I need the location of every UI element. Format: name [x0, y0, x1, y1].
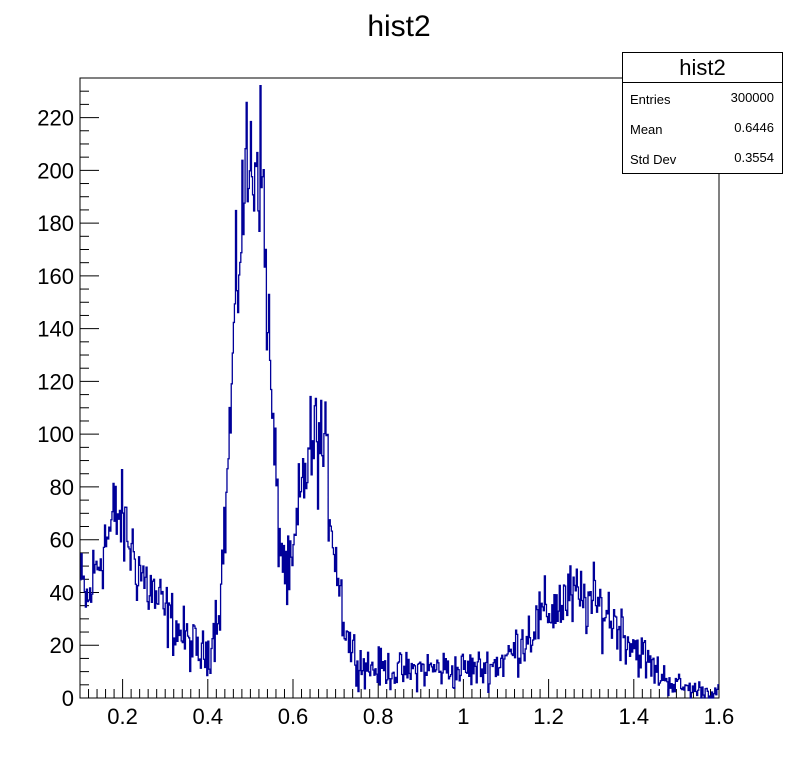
y-tick-label: 0: [62, 686, 74, 711]
stats-row-stddev: Std Dev 0.3554: [623, 143, 782, 173]
stats-value: 300000: [730, 90, 774, 105]
x-tick-label: 0.8: [363, 704, 394, 729]
y-tick-label: 180: [37, 211, 74, 236]
axis-ticks: [79, 77, 720, 699]
y-tick-label: 20: [50, 633, 74, 658]
stats-key: Std Dev: [630, 152, 677, 167]
axis-labels: 0.2 0.4 0.6 0.8 1 1.2 1.4 1.6 0 20 40 60 80 100 120 140…: [37, 106, 734, 729]
x-tick-label: 1.6: [704, 704, 735, 729]
stats-row-mean: Mean 0.6446: [623, 113, 782, 143]
y-tick-label: 200: [37, 158, 74, 183]
stats-row-entries: Entries 300000: [623, 83, 782, 113]
x-tick-label: 0.2: [107, 704, 138, 729]
stats-box: hist2 Entries 300000 Mean 0.6446 Std Dev…: [622, 52, 783, 174]
x-tick-label: 1: [457, 704, 469, 729]
histogram-series: [80, 84, 719, 699]
y-tick-label: 160: [37, 264, 74, 289]
x-tick-label: 0.4: [193, 704, 224, 729]
chart-title: hist2: [367, 10, 431, 43]
stats-value: 0.3554: [734, 150, 774, 165]
y-tick-label: 120: [37, 369, 74, 394]
x-tick-label: 1.2: [533, 704, 564, 729]
stats-value: 0.6446: [734, 120, 774, 135]
x-tick-label: 0.6: [278, 704, 309, 729]
plot-frame: [79, 77, 720, 699]
stats-key: Entries: [630, 92, 671, 107]
stats-key: Mean: [630, 122, 663, 137]
x-tick-label: 1.4: [619, 704, 650, 729]
y-tick-label: 80: [50, 475, 74, 500]
y-tick-label: 220: [37, 106, 74, 131]
y-tick-label: 140: [37, 317, 74, 342]
y-tick-label: 100: [37, 422, 74, 447]
y-tick-label: 40: [50, 580, 74, 605]
y-tick-label: 60: [50, 528, 74, 553]
stats-box-title: hist2: [623, 53, 782, 83]
